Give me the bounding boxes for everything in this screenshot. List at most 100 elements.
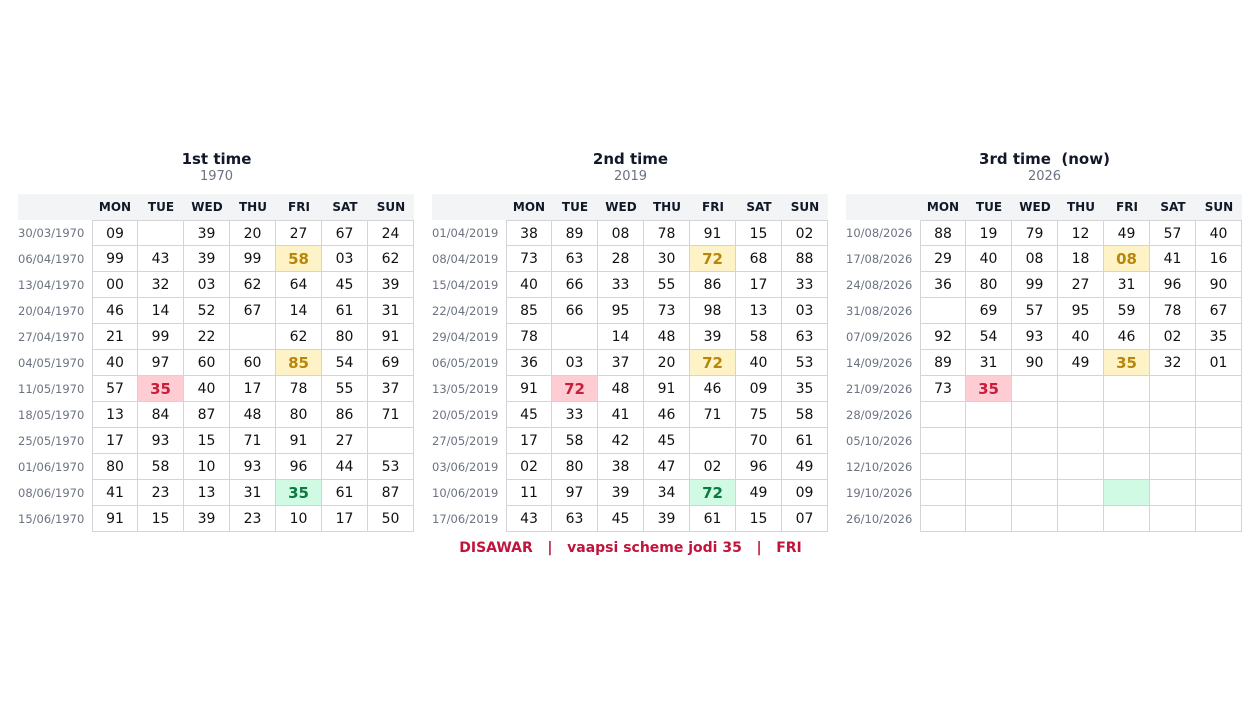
day-header: TUE [966,194,1012,220]
cell: 49 [736,480,782,506]
day-header: FRI [690,194,736,220]
cell: 71 [690,402,736,428]
cell: 58 [782,402,828,428]
cell: 90 [1196,272,1242,298]
cell: 78 [276,376,322,402]
cell: 85 [506,298,552,324]
cell: 84 [138,402,184,428]
cell: 93 [138,428,184,454]
cell: 86 [322,402,368,428]
day-header: MON [920,194,966,220]
cell: 46 [644,402,690,428]
cell: 36 [920,272,966,298]
cell: 49 [1104,220,1150,246]
cell: 92 [920,324,966,350]
cell [920,506,966,532]
cell: 54 [322,350,368,376]
cell: 63 [782,324,828,350]
row-date: 12/10/2026 [846,460,913,474]
cell [552,324,598,350]
cell: 93 [230,454,276,480]
cell [1150,428,1196,454]
cell [920,454,966,480]
cell: 24 [368,220,414,246]
cell: 63 [552,246,598,272]
cell: 39 [184,246,230,272]
row-date: 24/08/2026 [846,278,913,292]
day-header: TUE [552,194,598,220]
cell: 88 [782,246,828,272]
calendar-table: 3rd time (now) 2026 MON TUE WED THU FRI SAT SUN 1… [846,148,1243,532]
cell: 31 [368,298,414,324]
cell: 93 [1012,324,1058,350]
cell: 13 [92,402,138,428]
table-grid: MON TUE WED THU FRI SAT SUN 10/08/2026 88 19 79 12 4… [846,194,1243,532]
day-header: THU [230,194,276,220]
day-header: SUN [1196,194,1242,220]
cell [1150,454,1196,480]
cell: 39 [184,220,230,246]
cell: 35 [1196,324,1242,350]
cell: 57 [92,376,138,402]
cell: 14 [598,324,644,350]
cell: 17 [322,506,368,532]
cell [1196,480,1242,506]
cell: 91 [92,506,138,532]
cell: 39 [368,272,414,298]
cell: 53 [782,350,828,376]
day-header: WED [1012,194,1058,220]
cell: 71 [368,402,414,428]
day-header: THU [644,194,690,220]
cell [368,428,414,454]
cell: 72 [690,246,736,272]
cell [1196,376,1242,402]
row-date: 15/06/1970 [18,512,85,526]
cell: 27 [322,428,368,454]
cell [1058,454,1104,480]
cell [966,480,1012,506]
cell: 17 [92,428,138,454]
cell: 47 [644,454,690,480]
cell: 23 [230,506,276,532]
day-header: FRI [1104,194,1150,220]
day-header: SAT [736,194,782,220]
cell [1012,402,1058,428]
cell: 14 [138,298,184,324]
cell: 13 [736,298,782,324]
calendar-table: 1st time 1970 MON TUE WED THU FRI SAT SUN 30/03/1… [18,148,415,532]
cell: 72 [552,376,598,402]
cell: 31 [966,350,1012,376]
cell: 17 [736,272,782,298]
row-date: 05/10/2026 [846,434,913,448]
cell: 75 [736,402,782,428]
cell: 13 [184,480,230,506]
cell: 43 [138,246,184,272]
cell: 67 [230,298,276,324]
cell: 95 [1058,298,1104,324]
day-header: MON [506,194,552,220]
cell: 32 [138,272,184,298]
table-title: 1st time [181,150,252,168]
cell [1012,454,1058,480]
row-date: 13/05/2019 [432,382,499,396]
cell: 54 [966,324,1012,350]
cell: 02 [506,454,552,480]
cell: 11 [506,480,552,506]
cell: 72 [690,350,736,376]
cell: 61 [690,506,736,532]
cell: 40 [506,272,552,298]
cell: 35 [782,376,828,402]
cell: 99 [92,246,138,272]
cell [920,480,966,506]
cell: 97 [552,480,598,506]
cell: 96 [736,454,782,480]
row-date: 26/10/2026 [846,512,913,526]
cell: 15 [138,506,184,532]
cell: 80 [322,324,368,350]
cell: 35 [1104,350,1150,376]
cell: 73 [920,376,966,402]
cell: 50 [368,506,414,532]
row-date: 22/04/2019 [432,304,499,318]
day-header: SAT [1150,194,1196,220]
cell: 69 [966,298,1012,324]
